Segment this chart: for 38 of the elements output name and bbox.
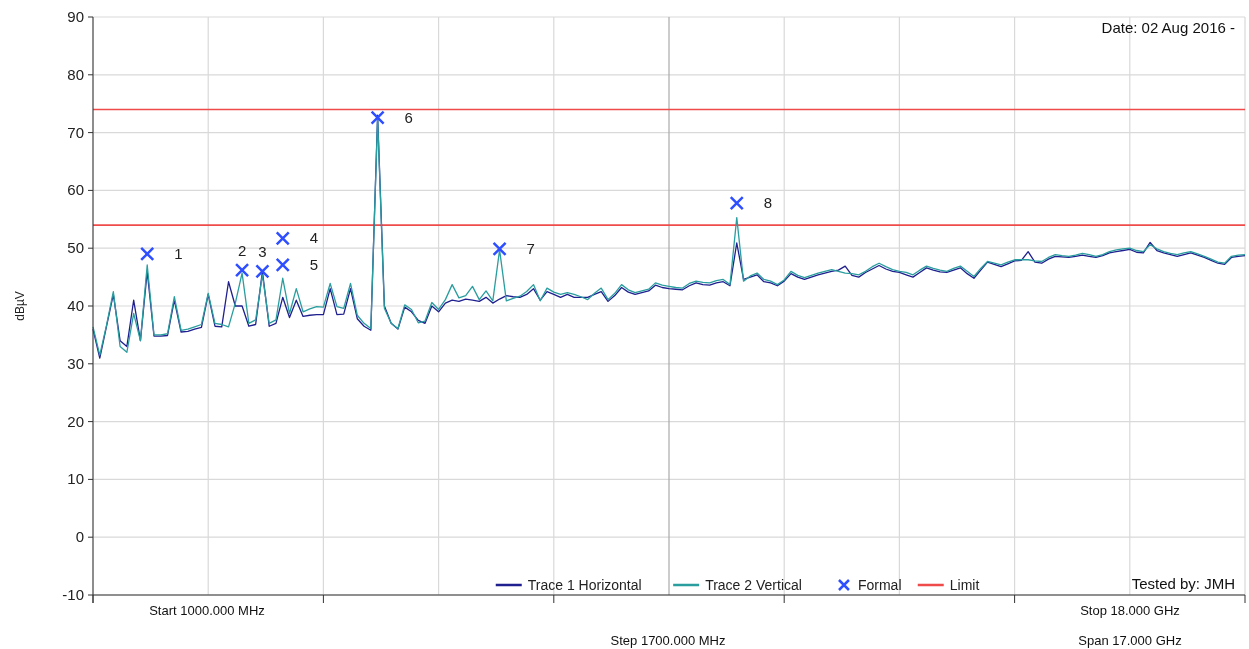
text: Span 17.000 GHz [1078, 633, 1182, 648]
legend-label: Trace 2 Vertical [705, 577, 802, 593]
text: Start 1000.000 MHz [149, 603, 265, 618]
point [275, 257, 290, 273]
annotation: 3 [258, 243, 267, 261]
text: Step 1700.000 MHz [610, 633, 726, 648]
annotation: Tested by: JMH [1131, 575, 1235, 592]
point [234, 262, 250, 278]
text: Stop 18.000 GHz [1080, 603, 1180, 618]
point [139, 246, 155, 262]
point [492, 241, 507, 257]
y-tick-label: 10 [67, 470, 84, 488]
annotation: Date: 02 Aug 2016 - [1101, 19, 1235, 36]
y-tick-label: 20 [67, 412, 84, 430]
annotation: 7 [526, 239, 535, 257]
point [729, 195, 745, 211]
annotation: 5 [309, 255, 319, 273]
y-tick-label: 50 [67, 239, 84, 257]
y-tick-label: -10 [62, 586, 84, 603]
legend-label: Limit [949, 577, 980, 593]
y-tick-label: 30 [67, 354, 84, 372]
legend-label: Trace 1 Horizontal [527, 577, 642, 593]
y-tick-label: 0 [75, 528, 84, 546]
y-tick-label: 80 [67, 65, 84, 83]
annotation: 6 [404, 108, 413, 126]
annotation: 2 [237, 242, 247, 260]
point [275, 231, 290, 246]
y-tick-label: 60 [67, 181, 84, 199]
annotation: 8 [763, 194, 773, 212]
y-axis-title: dBµV [13, 291, 27, 321]
annotation: 1 [174, 244, 183, 262]
y-tick-label: 70 [67, 123, 84, 141]
point [370, 110, 385, 125]
y-tick-label: 90 [67, 8, 84, 25]
y-tick-label: 40 [67, 297, 84, 314]
legend-label: Formal [857, 577, 902, 593]
annotation: 4 [309, 229, 319, 247]
point [255, 264, 270, 279]
